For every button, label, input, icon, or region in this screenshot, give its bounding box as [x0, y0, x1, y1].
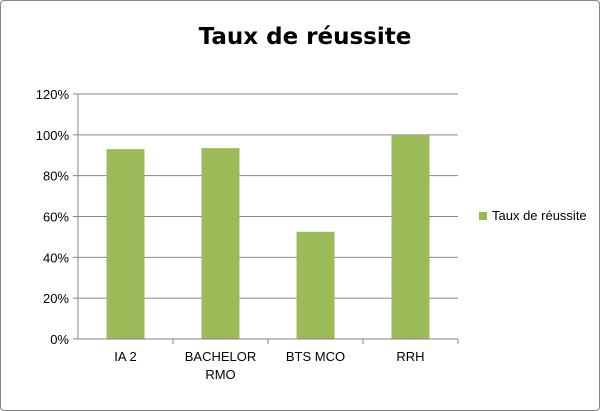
- y-tick-label: 120%: [36, 87, 70, 102]
- x-tick-labels: IA 2 BACHELOR RMO BTS MCO RRH: [114, 349, 424, 382]
- x-tick-label: BTS MCO: [286, 349, 345, 364]
- chart-title: Taux de réussite: [199, 24, 412, 50]
- y-tick-label: 0%: [50, 332, 69, 347]
- x-tick-label: BACHELOR RMO: [185, 349, 257, 382]
- y-tick-label: 60%: [43, 210, 69, 225]
- legend-label: Taux de réussite: [492, 208, 587, 223]
- bar: [296, 231, 335, 339]
- bar: [106, 149, 145, 339]
- y-tick-label: 100%: [36, 128, 70, 143]
- legend-swatch: [479, 212, 487, 220]
- y-tick-labels: 0% 20% 40% 60% 80% 100% 120%: [36, 87, 70, 347]
- bars: [106, 134, 430, 339]
- axes: [73, 93, 459, 344]
- x-tick-label: RRH: [396, 349, 424, 364]
- y-tick-label: 80%: [43, 169, 69, 184]
- bar: [391, 134, 430, 339]
- x-tick-label: IA 2: [114, 349, 136, 364]
- y-tick-label: 20%: [43, 291, 69, 306]
- y-tick-label: 40%: [43, 250, 69, 265]
- bar: [201, 148, 240, 339]
- legend: Taux de réussite: [479, 208, 587, 223]
